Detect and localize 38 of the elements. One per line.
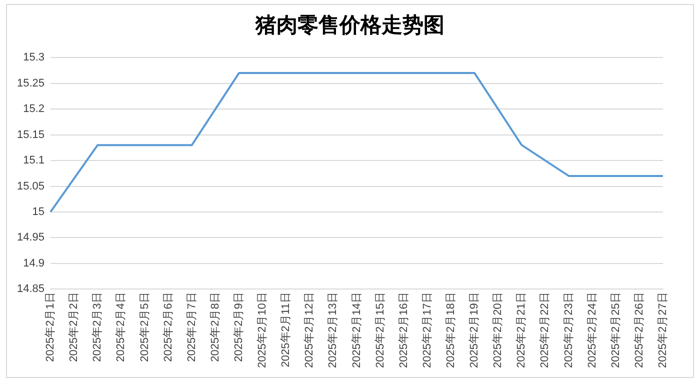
chart-title: 猪肉零售价格走势图 — [254, 12, 446, 39]
x-tick-label: 2025年2月27日 — [657, 292, 670, 368]
y-tick-label: 15 — [32, 206, 45, 218]
x-tick-label: 2025年2月11日 — [280, 292, 292, 368]
x-tick-label: 2025年2月7日 — [186, 292, 198, 362]
x-tick-label: 2025年2月25日 — [610, 292, 622, 368]
x-tick-label: 2025年2月14日 — [350, 292, 363, 368]
x-tick-label: 2025年2月10日 — [256, 292, 269, 368]
y-tick-label: 15.25 — [16, 77, 45, 90]
y-tick-label: 15.05 — [16, 180, 45, 192]
y-tick-label: 15.1 — [23, 154, 45, 167]
x-tick-label: 2025年2月18日 — [445, 292, 458, 368]
x-tick-label: 2025年2月15日 — [374, 292, 386, 368]
x-tick-label: 2025年2月21日 — [516, 292, 528, 368]
x-tick-label: 2025年2月2日 — [68, 292, 80, 362]
x-tick-label: 2025年2月26日 — [633, 292, 646, 368]
x-tick-label: 2025年2月22日 — [539, 292, 552, 368]
x-tick-label: 2025年2月3日 — [92, 292, 104, 362]
y-tick-label: 15.15 — [16, 128, 45, 141]
y-tick-label: 15.3 — [23, 52, 45, 64]
y-tick-label: 14.95 — [16, 232, 45, 244]
x-tick-label: 2025年2月5日 — [138, 292, 151, 362]
x-tick-label: 2025年2月13日 — [327, 292, 340, 368]
x-tick-label: 2025年2月19日 — [468, 292, 481, 368]
x-tick-label: 2025年2月8日 — [209, 292, 222, 362]
x-tick-label: 2025年2月4日 — [115, 292, 128, 362]
x-tick-label: 2025年2月9日 — [233, 292, 246, 362]
x-tick-label: 2025年2月23日 — [562, 292, 575, 368]
x-tick-label: 2025年2月6日 — [162, 292, 174, 362]
y-tick-label: 14.9 — [23, 257, 45, 270]
x-tick-label: 2025年2月1日 — [44, 292, 57, 362]
x-tick-label: 2025年2月12日 — [304, 292, 316, 368]
y-tick-label: 15.2 — [23, 103, 45, 116]
x-tick-label: 2025年2月24日 — [586, 292, 598, 368]
y-tick-label: 14.85 — [16, 283, 45, 296]
x-tick-label: 2025年2月16日 — [398, 292, 410, 368]
x-tick-label: 2025年2月17日 — [421, 292, 434, 368]
x-tick-label: 2025年2月20日 — [492, 292, 504, 368]
